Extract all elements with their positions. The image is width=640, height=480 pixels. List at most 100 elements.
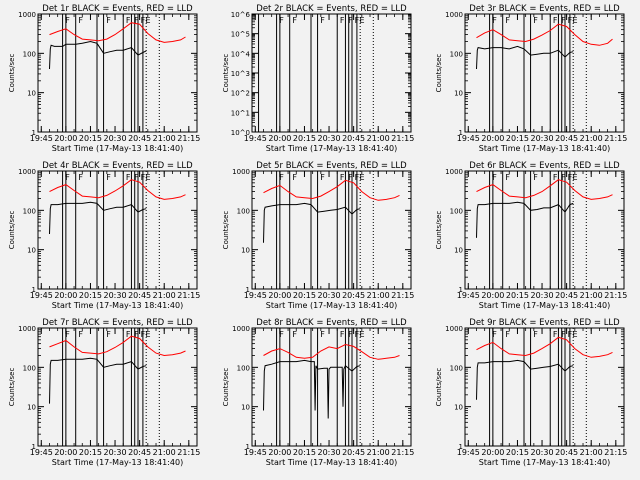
end-label: E — [573, 173, 578, 182]
y-tick-label: 1000 — [18, 325, 36, 333]
flag-label: F — [126, 173, 131, 182]
x-axis-label: Start Time (17-May-13 18:41:40) — [52, 458, 183, 467]
x-tick-label: 20:45 — [128, 448, 151, 457]
flag-label: F — [106, 16, 111, 25]
y-tick-label: 10^3 — [231, 70, 250, 78]
end-label: E — [360, 173, 365, 182]
panel-title: Det 3r BLACK = Events, RED = LLD — [469, 4, 620, 14]
y-tick-label: 10 — [27, 404, 36, 412]
axes-frame — [251, 327, 412, 447]
x-tick-label: 21:00 — [580, 134, 603, 143]
y-tick-label: 10 — [241, 404, 250, 412]
end-label: E — [573, 330, 578, 339]
x-tick-label: 20:30 — [531, 448, 554, 457]
y-tick-label: 100 — [450, 207, 463, 215]
x-tick-label: 20:15 — [506, 448, 529, 457]
y-tick-label: 10^5 — [231, 31, 250, 39]
flag-label: F — [340, 330, 345, 339]
flag-label: F — [348, 173, 353, 182]
x-tick-label: 20:15 — [293, 134, 316, 143]
y-tick-label: 1 — [459, 129, 463, 137]
x-tick-label: 20:30 — [104, 291, 127, 300]
y-tick-label: 1000 — [232, 168, 250, 176]
x-tick-label: 21:15 — [391, 291, 414, 300]
flag-label: F — [533, 16, 538, 25]
x-tick-label: 20:00 — [54, 448, 77, 457]
plot-area — [252, 171, 411, 289]
flag-label: F — [553, 16, 558, 25]
x-tick-label: 20:30 — [531, 291, 554, 300]
series-lld — [49, 22, 186, 43]
x-tick-label: 19:45 — [457, 448, 480, 457]
y-axis-label: Counts/sec — [222, 211, 230, 250]
axes-frame — [464, 13, 625, 133]
x-tick-label: 20:45 — [128, 134, 151, 143]
flag-label: F — [126, 16, 131, 25]
flag-label: F — [492, 330, 497, 339]
flag-label: F — [492, 173, 497, 182]
flag-label: F — [292, 330, 297, 339]
flag-label: F — [561, 173, 566, 182]
flag-label: F — [505, 330, 510, 339]
end-label: E — [146, 16, 151, 25]
series-lld — [49, 335, 186, 357]
x-tick-label: 20:30 — [531, 134, 554, 143]
y-tick-label: 1 — [32, 286, 36, 294]
flag-label: F — [65, 16, 70, 25]
flag-label: F — [279, 16, 284, 25]
end-label: E — [146, 330, 151, 339]
panel-title: Det 2r BLACK = Events, RED = LLD — [256, 4, 407, 14]
panel-title: Det 8r BLACK = Events, RED = LLD — [256, 318, 407, 328]
series-events — [263, 359, 361, 419]
flag-label: F — [134, 16, 139, 25]
flag-label: F — [292, 173, 297, 182]
x-tick-label: 21:00 — [153, 134, 176, 143]
flag-label: F — [355, 16, 360, 25]
flag-label: F — [65, 330, 70, 339]
x-tick-label: 21:00 — [367, 134, 390, 143]
y-tick-label: 10^6 — [231, 11, 251, 19]
flag-label: F — [492, 16, 497, 25]
y-axis-label: Counts/sec — [435, 211, 443, 250]
x-tick-label: 20:30 — [104, 448, 127, 457]
x-tick-label: 20:00 — [481, 134, 504, 143]
x-tick-label: 20:15 — [506, 291, 529, 300]
x-axis-label: Start Time (17-May-13 18:41:40) — [479, 144, 610, 153]
series-events — [476, 45, 574, 70]
x-axis-label: Start Time (17-May-13 18:41:40) — [479, 458, 610, 467]
flag-label: F — [106, 173, 111, 182]
x-tick-label: 19:45 — [30, 134, 53, 143]
y-axis-label: Counts/sec — [222, 368, 230, 407]
y-tick-label: 100 — [450, 50, 463, 58]
series-events — [49, 201, 147, 235]
y-tick-label: 10 — [27, 90, 36, 98]
x-tick-label: 21:00 — [580, 291, 603, 300]
x-tick-label: 20:45 — [342, 134, 365, 143]
x-tick-label: 21:00 — [367, 291, 390, 300]
x-tick-label: 19:45 — [457, 291, 480, 300]
y-tick-label: 10 — [454, 90, 463, 98]
x-tick-label: 20:15 — [79, 448, 102, 457]
flag-label: F — [533, 173, 538, 182]
x-tick-label: 20:15 — [79, 291, 102, 300]
x-tick-label: 20:15 — [506, 134, 529, 143]
x-tick-label: 21:15 — [604, 291, 627, 300]
end-label: E — [146, 173, 151, 182]
y-tick-label: 1000 — [445, 168, 463, 176]
series-events — [476, 201, 574, 238]
flag-label: F — [568, 16, 573, 25]
x-tick-label: 21:00 — [153, 448, 176, 457]
axes-frame — [37, 13, 198, 133]
y-tick-label: 100 — [23, 364, 36, 372]
x-tick-label: 20:45 — [342, 291, 365, 300]
x-tick-label: 20:30 — [318, 134, 341, 143]
panel-title: Det 9r BLACK = Events, RED = LLD — [469, 318, 620, 328]
axes-frame — [464, 327, 625, 447]
panel-title: Det 1r BLACK = Events, RED = LLD — [42, 4, 193, 14]
x-tick-label: 19:45 — [30, 448, 53, 457]
x-tick-label: 20:30 — [104, 134, 127, 143]
x-tick-label: 21:00 — [367, 448, 390, 457]
